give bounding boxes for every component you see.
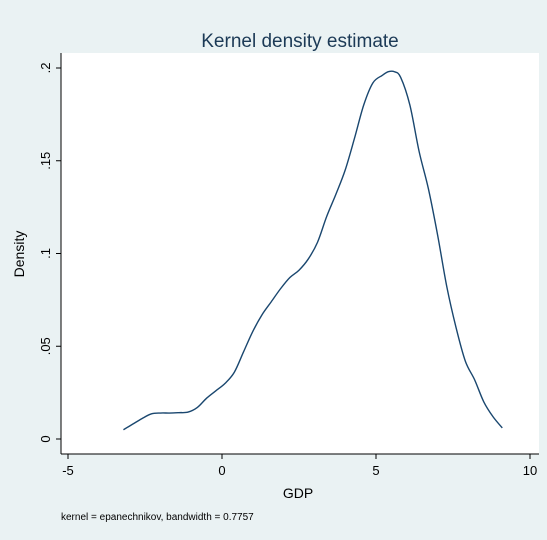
y-axis-title: Density [11, 231, 27, 278]
x-tick-label: 0 [218, 463, 225, 478]
kernel-note: kernel = epanechnikov, bandwidth = 0.775… [61, 512, 254, 523]
y-axis: 0 .05 .1 .15 .2 [38, 53, 62, 454]
y-tick-label: .2 [38, 63, 53, 74]
y-tick-label: .05 [38, 337, 53, 355]
y-tick-label: 0 [38, 435, 53, 442]
density-curve [123, 70, 503, 431]
x-tick-label: -5 [62, 463, 74, 478]
y-tick-label: .1 [38, 248, 53, 259]
x-axis: -5 0 5 10 [61, 453, 539, 478]
x-tick-label: 5 [372, 463, 379, 478]
x-axis-title: GDP [283, 485, 313, 501]
plot-region [61, 53, 539, 454]
x-tick-label: 10 [523, 463, 537, 478]
chart-title: Kernel density estimate [201, 31, 399, 52]
y-tick-label: .15 [38, 152, 53, 170]
